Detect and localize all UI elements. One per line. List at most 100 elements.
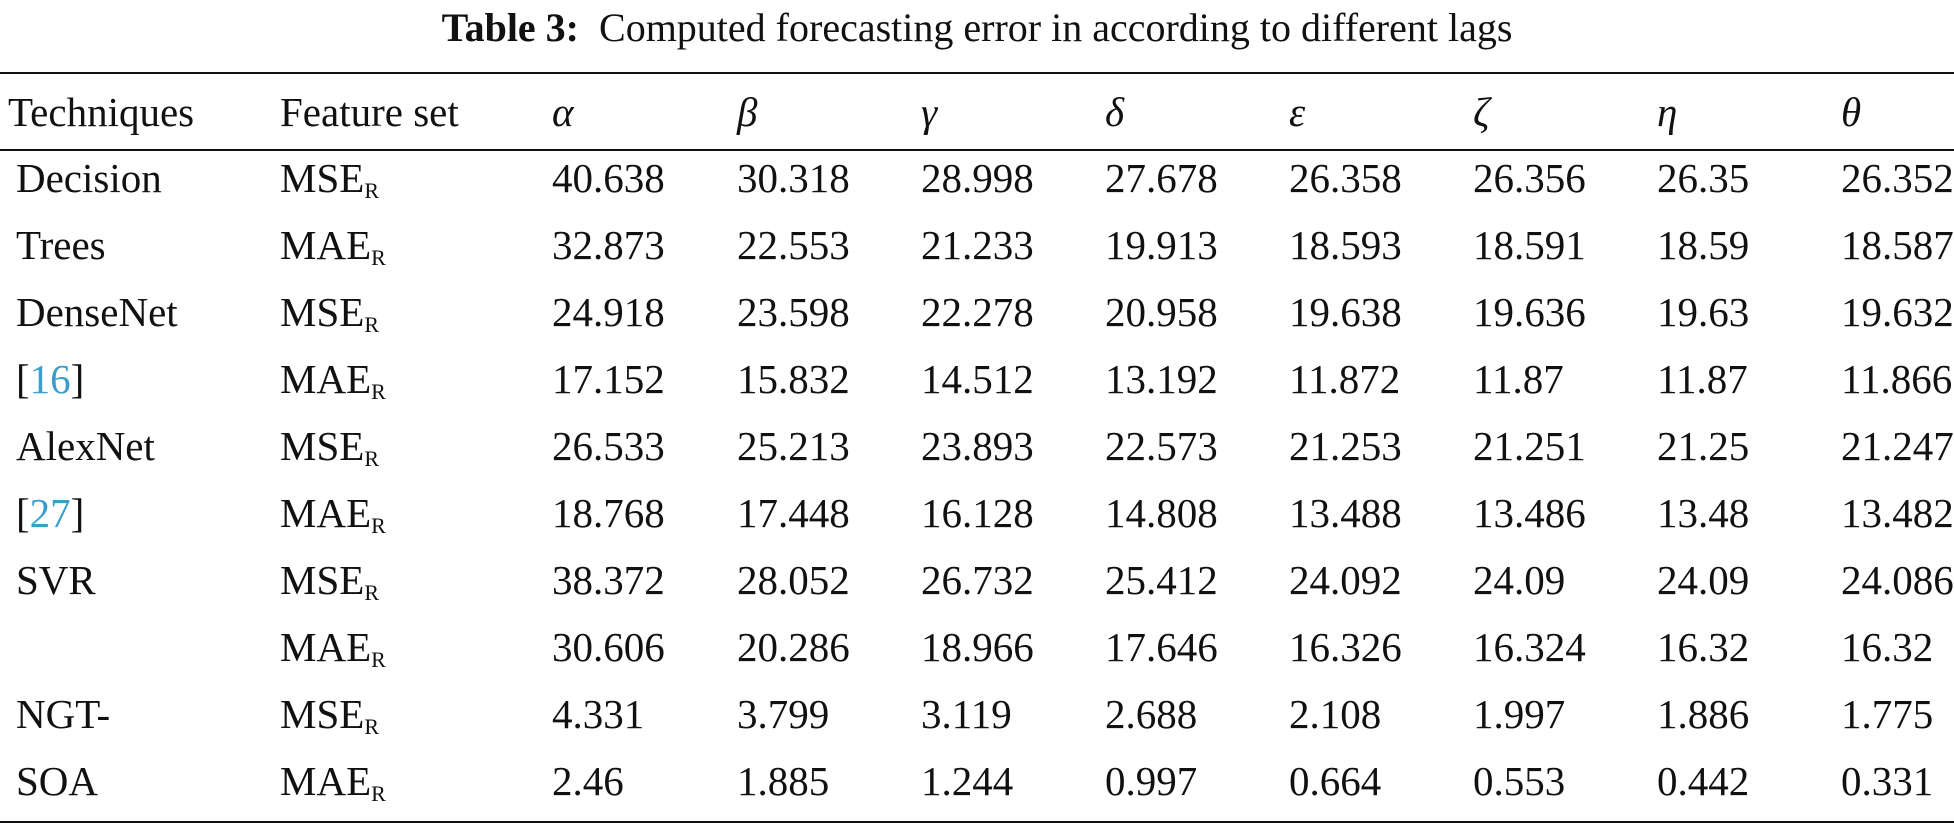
feature-set-cell: MSER — [280, 150, 552, 218]
citation-link[interactable]: 16 — [29, 356, 71, 402]
value-cell: 2.688 — [1105, 691, 1198, 737]
metric-subscript: R — [371, 379, 386, 404]
value-cell: 16.128 — [921, 490, 1034, 536]
table-row: SVR MSER 38.372 28.052 26.732 25.412 24.092 24.… — [0, 553, 1954, 620]
technique-name-line1: SVR — [16, 557, 96, 603]
value-cell: 27.678 — [1105, 155, 1218, 201]
value-cell: 1.886 — [1657, 691, 1750, 737]
technique-name-line1: NGT- — [16, 691, 111, 737]
header-feature-set: Feature set — [280, 72, 552, 151]
feature-set-cell: MSER — [280, 285, 552, 352]
technique-name-line1: Decision — [16, 155, 162, 201]
value-cell: 16.32 — [1657, 624, 1750, 670]
value-cell: 17.152 — [552, 356, 665, 402]
table-row: NGT- MSER 4.331 3.799 3.119 2.688 2.108 1.997 1.… — [0, 687, 1954, 754]
value-cell: 40.638 — [552, 155, 665, 201]
value-cell: 23.893 — [921, 423, 1034, 469]
feature-set-cell: MAER — [280, 620, 552, 687]
value-cell: 16.326 — [1289, 624, 1402, 670]
header-alpha: α — [552, 72, 737, 151]
metric-name: MSE — [280, 289, 365, 335]
value-cell: 21.25 — [1657, 423, 1750, 469]
feature-set-cell: MSER — [280, 687, 552, 754]
value-cell: 0.997 — [1105, 754, 1289, 823]
table-caption-label: Table 3: — [441, 5, 580, 50]
metric-subscript: R — [364, 446, 379, 471]
value-cell: 18.593 — [1289, 222, 1402, 268]
header-delta: δ — [1105, 72, 1289, 151]
value-cell: 24.09 — [1657, 557, 1750, 603]
header-epsilon: ε — [1289, 72, 1473, 151]
technique-name-line2: SOA — [0, 754, 280, 823]
value-cell: 21.233 — [921, 222, 1034, 268]
value-cell: 13.48 — [1657, 490, 1750, 536]
value-cell: 24.09 — [1473, 557, 1566, 603]
value-cell: 25.412 — [1105, 557, 1218, 603]
feature-set-cell: MAER — [280, 754, 552, 823]
value-cell: 0.553 — [1473, 754, 1657, 823]
technique-name-line2: [16] — [16, 356, 85, 402]
metric-subscript: R — [364, 178, 379, 203]
value-cell: 0.331 — [1841, 754, 1954, 823]
feature-set-cell: MAER — [280, 486, 552, 553]
table-row: Decision MSER 40.638 30.318 28.998 27.678 26.3… — [0, 150, 1954, 218]
value-cell: 18.59 — [1657, 222, 1750, 268]
value-cell: 19.638 — [1289, 289, 1402, 335]
value-cell: 18.768 — [552, 490, 665, 536]
table-row: DenseNet MSER 24.918 23.598 22.278 20.958 19.6… — [0, 285, 1954, 352]
value-cell: 17.448 — [737, 490, 850, 536]
value-cell: 4.331 — [552, 691, 645, 737]
value-cell: 24.918 — [552, 289, 665, 335]
value-cell: 1.775 — [1841, 691, 1934, 737]
value-cell: 22.278 — [921, 289, 1034, 335]
value-cell: 2.108 — [1289, 691, 1382, 737]
feature-set-cell: MSER — [280, 553, 552, 620]
results-table: Techniques Feature set α β γ δ ε ζ η θ D… — [0, 72, 1954, 823]
value-cell: 18.966 — [921, 624, 1034, 670]
citation-link[interactable]: 27 — [29, 490, 71, 536]
header-row: Techniques Feature set α β γ δ ε ζ η θ — [0, 72, 1954, 151]
metric-name: MSE — [280, 691, 365, 737]
value-cell: 14.512 — [921, 356, 1034, 402]
feature-set-cell: MSER — [280, 419, 552, 486]
value-cell: 19.63 — [1657, 289, 1750, 335]
value-cell: 28.052 — [737, 557, 850, 603]
feature-set-cell: MAER — [280, 352, 552, 419]
table-caption-text: Computed forecasting error in according … — [599, 5, 1513, 50]
metric-subscript: R — [364, 312, 379, 337]
value-cell: 20.958 — [1105, 289, 1218, 335]
value-cell: 26.35 — [1657, 155, 1750, 201]
metric-name: MSE — [280, 155, 365, 201]
metric-name: MSE — [280, 423, 365, 469]
value-cell: 30.318 — [737, 155, 850, 201]
table-row: Trees MAER 32.873 22.553 21.233 19.913 18.593 1… — [0, 218, 1954, 285]
value-cell: 22.573 — [1105, 423, 1218, 469]
metric-name: MAE — [280, 222, 372, 268]
metric-name: MAE — [280, 356, 372, 402]
value-cell: 15.832 — [737, 356, 850, 402]
value-cell: 19.913 — [1105, 222, 1218, 268]
value-cell: 1.885 — [737, 754, 921, 823]
value-cell: 13.482 — [1841, 490, 1954, 536]
value-cell: 11.87 — [1473, 356, 1564, 402]
value-cell: 18.591 — [1473, 222, 1586, 268]
value-cell: 11.872 — [1289, 356, 1401, 402]
header-eta: η — [1657, 72, 1841, 151]
value-cell: 0.442 — [1657, 754, 1841, 823]
value-cell: 1.244 — [921, 754, 1105, 823]
metric-name: MSE — [280, 557, 365, 603]
value-cell: 20.286 — [737, 624, 850, 670]
metric-subscript: R — [364, 714, 379, 739]
value-cell: 14.808 — [1105, 490, 1218, 536]
table-row: AlexNet MSER 26.533 25.213 23.893 22.573 21.25… — [0, 419, 1954, 486]
metric-subscript: R — [371, 513, 386, 538]
value-cell: 38.372 — [552, 557, 665, 603]
value-cell: 0.664 — [1289, 754, 1473, 823]
value-cell: 2.46 — [552, 754, 737, 823]
technique-name-line2: Trees — [16, 222, 106, 268]
table-body: Decision MSER 40.638 30.318 28.998 27.678 26.3… — [0, 150, 1954, 823]
table-row: SOA MAER 2.46 1.885 1.244 0.997 0.664 0.553 0.44… — [0, 754, 1954, 823]
header-techniques: Techniques — [0, 72, 280, 151]
value-cell: 23.598 — [737, 289, 850, 335]
metric-name: MAE — [280, 490, 372, 536]
